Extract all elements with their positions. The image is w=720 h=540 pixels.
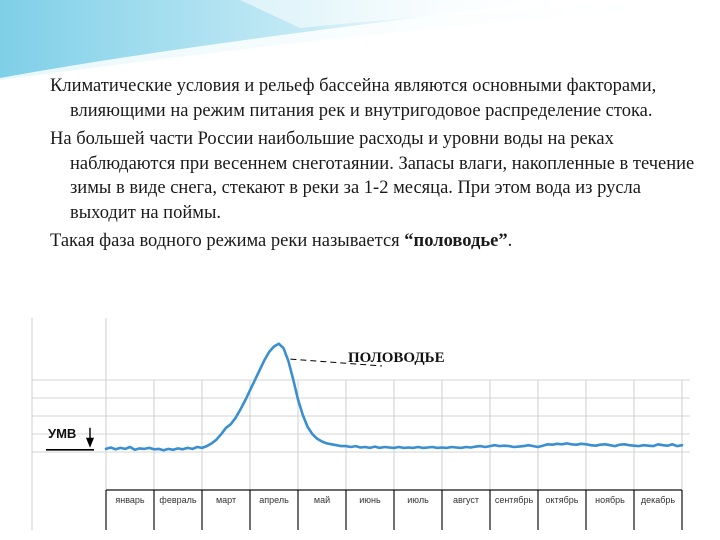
discharge-line bbox=[104, 342, 684, 452]
month-tick-label: апрель bbox=[259, 495, 289, 505]
hydrograph-chart: январь февраль март апрель май июнь июль август… bbox=[31, 318, 690, 530]
paragraph-1: Климатические условия и рельеф бассейна … bbox=[50, 76, 657, 121]
annotation-leader-line bbox=[290, 358, 383, 367]
reference-level-arrow-icon bbox=[86, 437, 94, 448]
chart-grid bbox=[31, 318, 690, 530]
month-tick-label: декабрь bbox=[641, 495, 676, 505]
month-tick-label: август bbox=[453, 495, 479, 505]
flood-annotation-label: ПОЛОВОДЬЕ bbox=[348, 350, 445, 366]
paragraph-3: Такая фаза водного режима реки называетс… bbox=[50, 229, 700, 254]
month-tick-label: октябрь bbox=[546, 495, 579, 505]
reference-level-label: УМВ bbox=[48, 426, 76, 441]
paragraph-2: На большей части России наибольшие расхо… bbox=[50, 129, 695, 223]
term-polovodye: “половодье” bbox=[404, 231, 508, 251]
month-tick-label: март bbox=[216, 495, 236, 505]
header-decoration bbox=[0, 0, 720, 80]
month-axis: январь февраль март апрель май июнь июль август… bbox=[105, 318, 683, 530]
slide-text: Климатические условия и рельеф бассейна … bbox=[50, 74, 700, 258]
month-tick-label: июль bbox=[407, 495, 429, 505]
paragraph-3-start: Такая фаза водного режима реки называетс… bbox=[50, 231, 405, 251]
month-tick-label: июнь bbox=[359, 495, 381, 505]
month-tick-label: февраль bbox=[159, 495, 196, 505]
month-tick-label: сентябрь bbox=[495, 495, 534, 505]
paragraph-3-end: . bbox=[507, 231, 513, 251]
month-tick-label: январь bbox=[115, 495, 145, 505]
month-tick-label: май bbox=[314, 495, 330, 505]
header-swoosh bbox=[0, 0, 560, 78]
header-swoosh-stripe bbox=[240, 0, 700, 28]
month-tick-label: ноябрь bbox=[595, 495, 625, 505]
